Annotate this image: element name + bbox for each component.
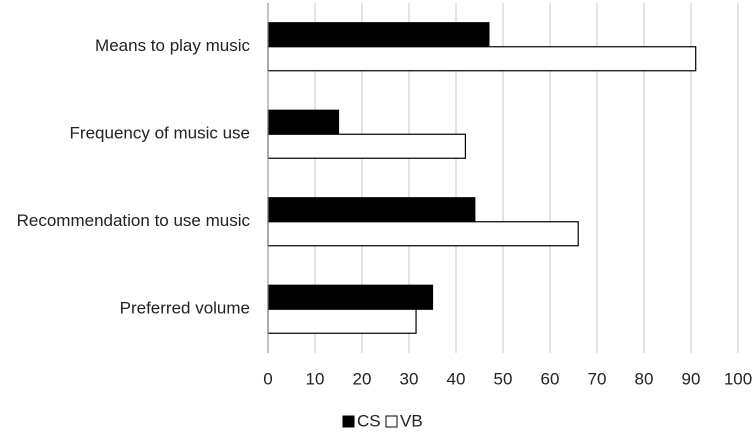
x-tick-label: 10 [306, 369, 325, 388]
bar [267, 133, 466, 159]
bar [267, 221, 579, 247]
bar [267, 46, 697, 72]
x-tick-label: 0 [263, 369, 272, 388]
x-tick-label: 30 [400, 369, 419, 388]
legend-swatch [342, 415, 355, 428]
x-tick-label: 70 [588, 369, 607, 388]
legend-label: VB [400, 411, 423, 430]
y-tick-label: Means to play music [95, 36, 250, 55]
x-tick-label: 40 [447, 369, 466, 388]
bar [267, 197, 476, 223]
bar [267, 284, 434, 310]
bar [267, 109, 340, 135]
x-tick-label: 20 [353, 369, 372, 388]
x-tick-label: 50 [494, 369, 513, 388]
x-tick-label: 100 [724, 369, 752, 388]
x-tick-label: 90 [682, 369, 701, 388]
legend-swatch [385, 415, 398, 428]
x-tick-label: 60 [541, 369, 560, 388]
x-tick-label: 80 [635, 369, 654, 388]
y-tick-label: Recommendation to use music [17, 211, 251, 230]
bar [267, 22, 490, 48]
legend-label: CS [357, 411, 381, 430]
y-tick-label: Frequency of music use [70, 124, 250, 143]
bar [267, 308, 417, 334]
y-tick-label: Preferred volume [120, 299, 250, 318]
